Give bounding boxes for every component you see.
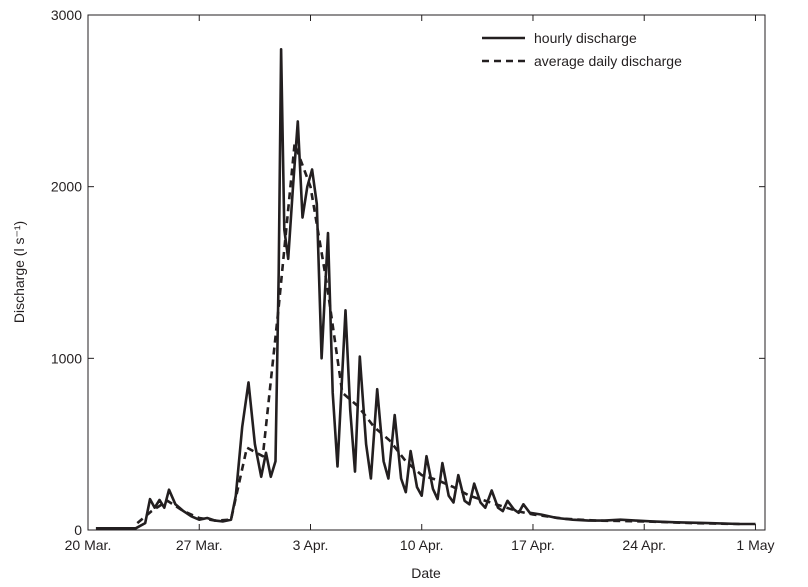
y-tick-label: 1000 [51,350,82,366]
x-tick-label: 27 Mar. [176,537,223,553]
y-tick-label: 3000 [51,7,82,23]
series-line [136,142,740,526]
x-tick-label: 17 Apr. [511,537,555,553]
x-tick-label: 10 Apr. [400,537,444,553]
y-tick-label: 2000 [51,179,82,195]
y-tick-label: 0 [74,522,82,538]
y-axis-label: Discharge (l s⁻¹) [11,221,27,323]
x-tick-label: 20 Mar. [65,537,112,553]
plot-frame [87,14,766,531]
x-tick-label: 1 May [736,537,774,553]
series-line [95,48,756,530]
x-axis-label: Date [411,565,441,581]
x-tick-label: 24 Apr. [622,537,666,553]
legend-label: hourly discharge [534,30,637,46]
legend-label: average daily discharge [534,53,682,69]
x-tick-label: 3 Apr. [293,537,329,553]
